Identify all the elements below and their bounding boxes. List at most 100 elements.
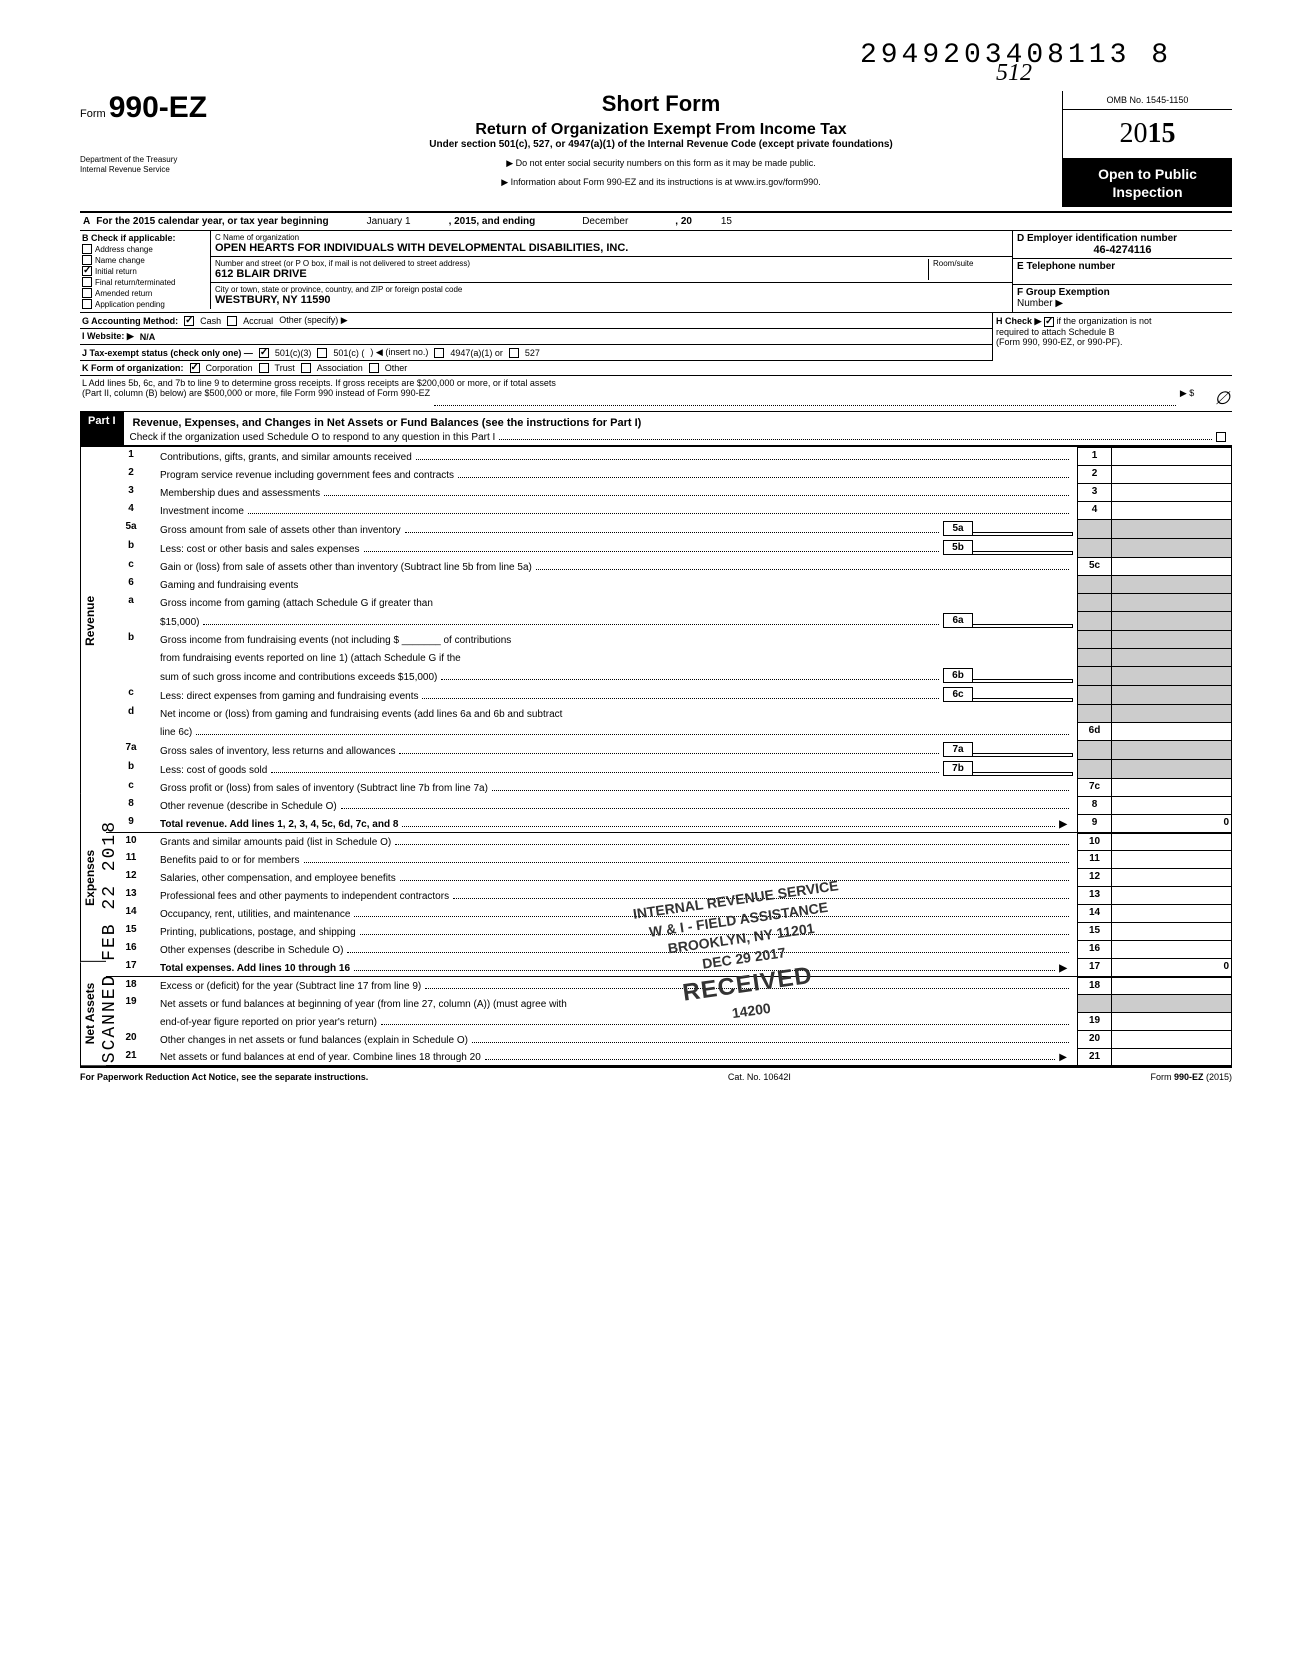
- line-6: 6Gaming and fundraising events: [106, 575, 1232, 593]
- h-block: H Check ▶ if the organization is not req…: [992, 313, 1232, 361]
- city-label: City or town, state or province, country…: [215, 285, 1008, 294]
- line-9: 9 Total revenue. Add lines 1, 2, 3, 4, 5…: [106, 814, 1232, 832]
- row-a-begin: January 1: [329, 216, 449, 227]
- line-16: 16 Other expenses (describe in Schedule …: [106, 940, 1232, 958]
- omb-number: OMB No. 1545-1150: [1063, 91, 1232, 110]
- j-c: ) ◀ (insert no.): [370, 347, 428, 358]
- line-20: 20 Other changes in net assets or fund b…: [106, 1030, 1232, 1048]
- cb-label-5: Application pending: [95, 300, 165, 309]
- line-2: 2 Program service revenue including gove…: [106, 465, 1232, 483]
- line-6a-0: aGross income from gaming (attach Schedu…: [106, 593, 1232, 611]
- checkbox-initial-return[interactable]: [82, 266, 92, 276]
- title-cell: Short Form Return of Organization Exempt…: [260, 91, 1062, 188]
- row-i: I Website: ▶ N/A: [80, 329, 992, 345]
- footer-mid: Cat. No. 10642I: [728, 1072, 791, 1082]
- h-text2: required to attach Schedule B: [996, 327, 1229, 337]
- checkbox-assoc[interactable]: [301, 363, 311, 373]
- h-label: H Check ▶: [996, 316, 1041, 326]
- checkbox-other-org[interactable]: [369, 363, 379, 373]
- form-title: Short Form: [270, 91, 1052, 117]
- part1-check: Check if the organization used Schedule …: [130, 432, 496, 443]
- line-4: 4 Investment income 4: [106, 501, 1232, 519]
- row-l: L Add lines 5b, 6c, and 7b to line 9 to …: [80, 376, 1232, 412]
- room-label: Room/suite: [933, 259, 1008, 268]
- checkbox-501c[interactable]: [317, 348, 327, 358]
- form-number: 990-EZ: [109, 91, 207, 124]
- j-d: 4947(a)(1) or: [450, 348, 503, 358]
- addr-label: Number and street (or P O box, if mail i…: [215, 259, 928, 268]
- row-a-text3: , 2015, and ending: [449, 216, 536, 227]
- l-hand: ∅: [1214, 388, 1230, 409]
- col-de: D Employer identification number 46-4274…: [1012, 231, 1232, 312]
- open-public-2: Inspection: [1069, 183, 1226, 201]
- row-a: A For the 2015 calendar year, or tax yea…: [80, 213, 1232, 231]
- line-12: 12 Salaries, other compensation, and emp…: [106, 868, 1232, 886]
- instruction-1: ▶ Do not enter social security numbers o…: [270, 158, 1052, 169]
- line-6b-2: sum of such gross income and contributio…: [106, 666, 1232, 685]
- line-21: 21 Net assets or fund balances at end of…: [106, 1048, 1232, 1066]
- part1-label: Part I: [80, 412, 124, 445]
- checkbox-final-return[interactable]: [82, 277, 92, 287]
- checkbox-address-change[interactable]: [82, 244, 92, 254]
- line-7a: 7a Gross sales of inventory, less return…: [106, 740, 1232, 759]
- open-public-1: Open to Public: [1069, 165, 1226, 183]
- section-bcd: B Check if applicable: Address change Na…: [80, 231, 1232, 313]
- header-number: 2949203408113 8: [80, 40, 1232, 71]
- footer-left: For Paperwork Reduction Act Notice, see …: [80, 1072, 368, 1082]
- cb-label-1: Name change: [95, 256, 145, 265]
- form-label: Form: [80, 108, 106, 120]
- checkbox-accrual[interactable]: [227, 316, 237, 326]
- line-19-0: 19Net assets or fund balances at beginni…: [106, 994, 1232, 1012]
- tax-year: 15: [1148, 118, 1176, 149]
- l-text2: (Part II, column (B) below) are $500,000…: [82, 388, 430, 409]
- line-7c: c Gross profit or (loss) from sales of i…: [106, 778, 1232, 796]
- i-value: N/A: [140, 332, 156, 342]
- checkbox-cash[interactable]: [184, 316, 194, 326]
- line-18: 18 Excess or (deficit) for the year (Sub…: [106, 976, 1232, 994]
- cb-label-3: Final return/terminated: [95, 278, 175, 287]
- cb-label-4: Amended return: [95, 289, 152, 298]
- line-6b-0: bGross income from fundraising events (n…: [106, 630, 1232, 648]
- checkbox-h[interactable]: [1044, 317, 1054, 327]
- checkbox-trust[interactable]: [259, 363, 269, 373]
- checkbox-amended[interactable]: [82, 288, 92, 298]
- checkbox-4947[interactable]: [434, 348, 444, 358]
- h-text: if the organization is not: [1056, 316, 1151, 326]
- checkbox-527[interactable]: [509, 348, 519, 358]
- top-header-row: Form 990-EZ Department of the Treasury I…: [80, 91, 1232, 213]
- col-c: C Name of organization OPEN HEARTS FOR I…: [210, 231, 1012, 312]
- j-e: 527: [525, 348, 540, 358]
- under-section: Under section 501(c), 527, or 4947(a)(1)…: [270, 139, 1052, 150]
- handwritten-year: 512: [996, 60, 1032, 87]
- city-value: WESTBURY, NY 11590: [215, 294, 1008, 306]
- line-1: 1 Contributions, gifts, grants, and simi…: [106, 447, 1232, 465]
- line-17: 17 Total expenses. Add lines 10 through …: [106, 958, 1232, 976]
- row-a-end-year: 15: [692, 216, 732, 227]
- e-label: E Telephone number: [1017, 261, 1228, 272]
- d-label: D Employer identification number: [1017, 233, 1228, 244]
- line-5b: b Less: cost or other basis and sales ex…: [106, 538, 1232, 557]
- line-10: 10 Grants and similar amounts paid (list…: [106, 832, 1232, 850]
- line-6c: c Less: direct expenses from gaming and …: [106, 685, 1232, 704]
- lines-col: 1 Contributions, gifts, grants, and simi…: [106, 447, 1232, 1066]
- l-text1: L Add lines 5b, 6c, and 7b to line 9 to …: [82, 378, 1230, 388]
- d-value: 46-4274116: [1017, 244, 1228, 256]
- k-b: Trust: [275, 363, 295, 373]
- i-label: I Website: ▶: [82, 331, 134, 342]
- checkbox-corp[interactable]: [190, 363, 200, 373]
- footer-right: Form 990-EZ (2015): [1150, 1072, 1232, 1082]
- l-arrow: ▶ $: [1180, 388, 1194, 409]
- instruction-2: ▶ Information about Form 990-EZ and its …: [270, 177, 1052, 188]
- footer-row: For Paperwork Reduction Act Notice, see …: [80, 1066, 1232, 1082]
- line-5a: 5a Gross amount from sale of assets othe…: [106, 519, 1232, 538]
- checkbox-name-change[interactable]: [82, 255, 92, 265]
- col-b-label: B Check if applicable:: [82, 233, 208, 243]
- cb-label-2: Initial return: [95, 267, 137, 276]
- line-3: 3 Membership dues and assessments 3: [106, 483, 1232, 501]
- checkbox-part1[interactable]: [1216, 432, 1226, 442]
- checkbox-pending[interactable]: [82, 299, 92, 309]
- k-label: K Form of organization:: [82, 363, 184, 373]
- part1-header-row: Part I Revenue, Expenses, and Changes in…: [80, 412, 1232, 446]
- form-subtitle: Return of Organization Exempt From Incom…: [270, 121, 1052, 139]
- checkbox-501c3[interactable]: [259, 348, 269, 358]
